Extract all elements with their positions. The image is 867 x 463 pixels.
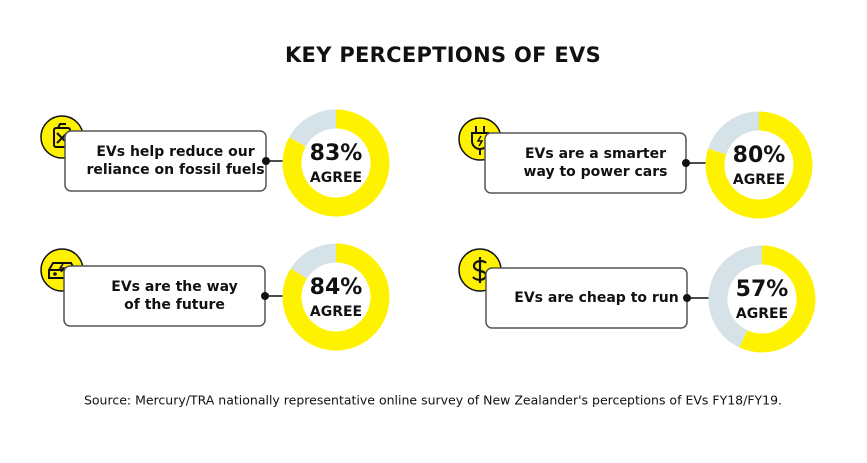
connector-dot <box>261 292 269 300</box>
donut-segment <box>289 109 337 147</box>
statement: EVs are cheap to run <box>514 290 678 306</box>
label-box <box>64 130 267 192</box>
statement: of the future <box>124 297 225 313</box>
connector-dot <box>682 159 690 167</box>
source: Source: Mercury/TRA nationally represent… <box>84 393 782 408</box>
statement: EVs help reduce our <box>96 144 254 160</box>
category-label: AGREE <box>733 172 785 188</box>
donut-segment <box>708 111 760 155</box>
label-box <box>484 132 687 194</box>
donut-segment <box>705 111 813 219</box>
category-label: AGREE <box>736 306 788 322</box>
statement: EVs are the way <box>111 279 237 295</box>
donut-segment <box>708 245 763 348</box>
category-label: AGREE <box>310 304 362 320</box>
value-label: 57% <box>736 277 789 302</box>
donut-segment <box>290 243 337 279</box>
value-label: 83% <box>310 141 363 166</box>
statement: way to power cars <box>524 164 668 180</box>
donut-segment <box>282 243 390 351</box>
connector-dot <box>262 157 270 165</box>
category-label: AGREE <box>310 170 362 186</box>
title: KEY PERCEPTIONS OF EVS <box>285 43 601 67</box>
donut-segment <box>282 109 390 217</box>
value-label: 84% <box>310 275 363 300</box>
donut-segment <box>739 245 816 353</box>
statement: EVs are a smarter <box>525 146 666 162</box>
value-label: 80% <box>733 143 786 168</box>
statement: reliance on fossil fuels <box>86 162 264 178</box>
label-box <box>63 265 266 327</box>
connector-dot <box>683 294 691 302</box>
